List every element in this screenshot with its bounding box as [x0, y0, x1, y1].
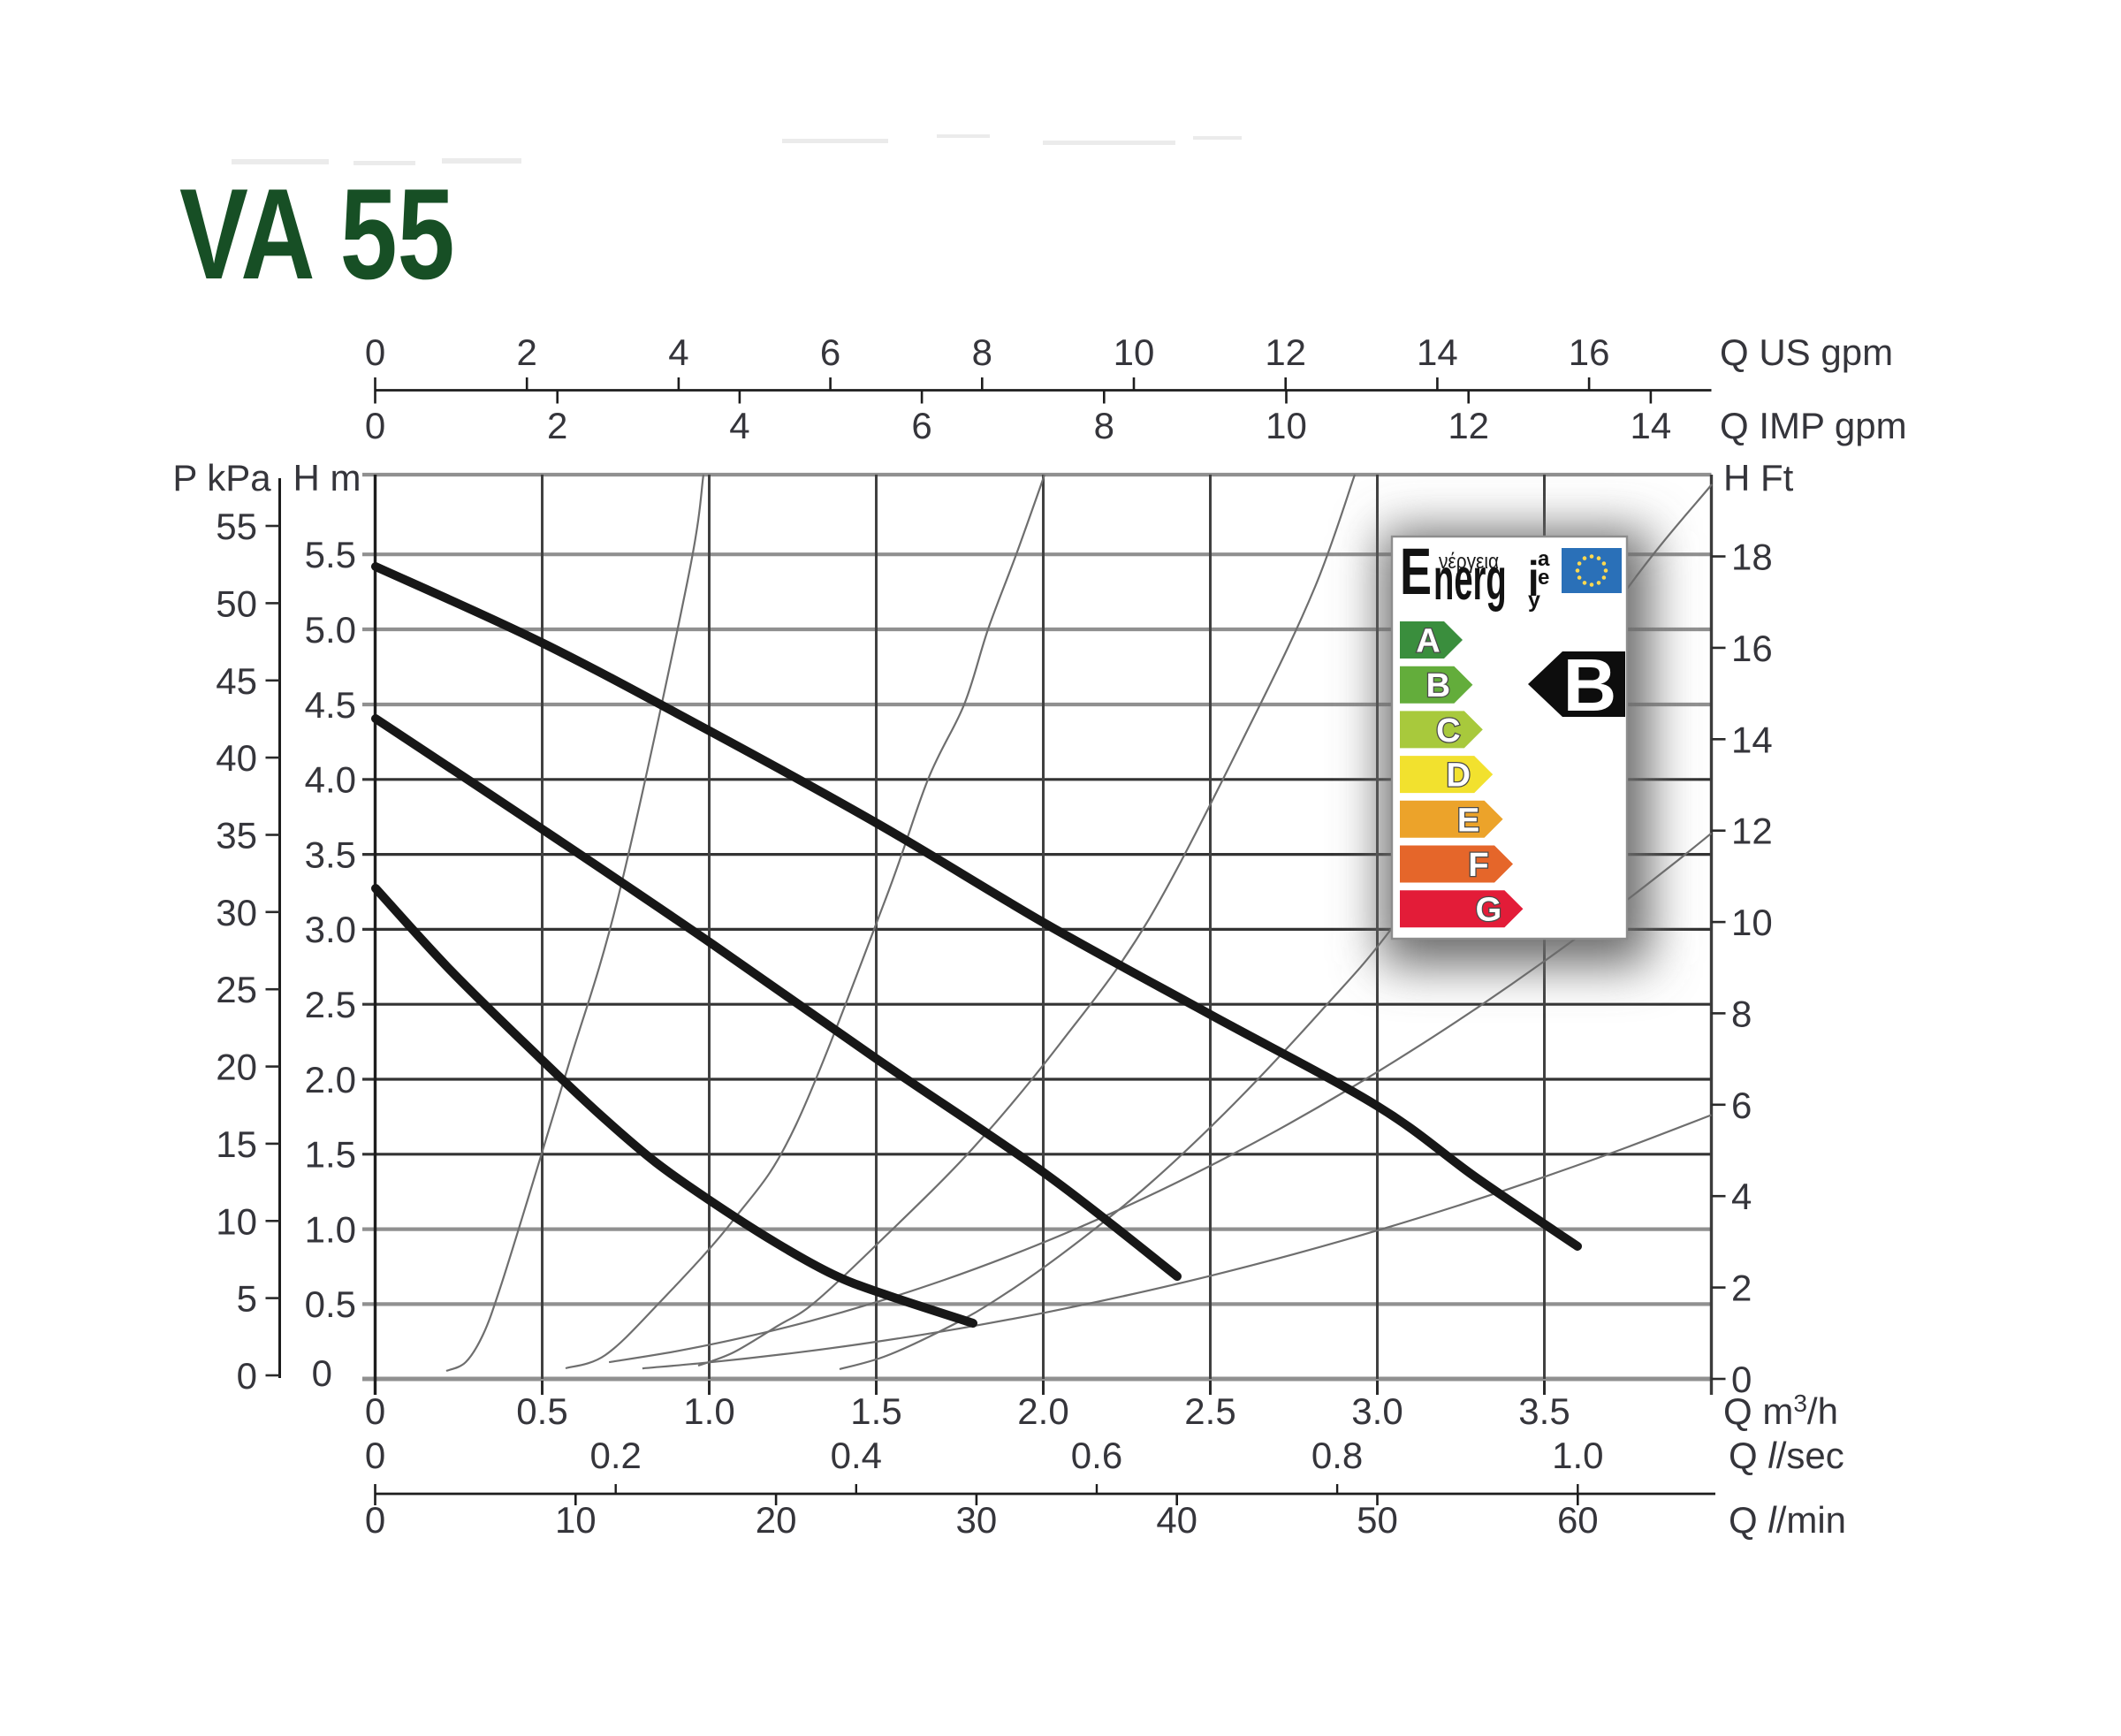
svg-text:12: 12 [1731, 811, 1773, 852]
svg-text:1.0: 1.0 [683, 1390, 734, 1432]
svg-text:4: 4 [668, 331, 688, 373]
svg-text:a: a [1538, 547, 1550, 571]
svg-text:E: E [1457, 802, 1479, 839]
svg-text:8: 8 [972, 331, 992, 373]
svg-text:B: B [1563, 643, 1617, 727]
svg-text:0.5: 0.5 [516, 1390, 567, 1432]
svg-text:3.0: 3.0 [1351, 1390, 1403, 1432]
svg-text:16: 16 [1731, 628, 1773, 669]
svg-text:0.5: 0.5 [305, 1283, 356, 1325]
svg-text:50: 50 [1357, 1499, 1398, 1541]
svg-text:nerg: nerg [1433, 546, 1507, 613]
svg-text:0: 0 [237, 1355, 257, 1397]
svg-text:40: 40 [1156, 1499, 1197, 1541]
svg-text:10: 10 [216, 1200, 257, 1242]
svg-text:8: 8 [1731, 993, 1752, 1034]
svg-text:0.4: 0.4 [831, 1435, 882, 1476]
svg-text:e: e [1538, 566, 1549, 590]
svg-text:4: 4 [729, 405, 749, 446]
svg-text:3.5: 3.5 [1518, 1390, 1570, 1432]
svg-text:Q US gpm: Q US gpm [1720, 331, 1893, 373]
svg-text:50: 50 [216, 582, 257, 624]
svg-text:2: 2 [517, 331, 537, 373]
svg-text:2.0: 2.0 [305, 1059, 356, 1100]
svg-text:2.0: 2.0 [1017, 1390, 1068, 1432]
svg-text:D: D [1446, 758, 1470, 795]
svg-text:16: 16 [1569, 331, 1610, 373]
svg-text:νέργεια: νέργεια [1439, 550, 1499, 574]
svg-text:14: 14 [1631, 405, 1672, 446]
svg-text:0.2: 0.2 [590, 1435, 642, 1476]
svg-text:18: 18 [1731, 537, 1773, 578]
svg-text:E: E [1400, 535, 1432, 608]
svg-text:4.0: 4.0 [305, 759, 356, 801]
svg-text:0.6: 0.6 [1071, 1435, 1122, 1476]
svg-text:0: 0 [312, 1352, 332, 1394]
svg-text:P kPa: P kPa [172, 457, 271, 499]
svg-text:14: 14 [1731, 719, 1773, 760]
svg-text:2: 2 [547, 405, 567, 446]
svg-text:0.8: 0.8 [1311, 1435, 1363, 1476]
svg-text:Q l/sec: Q l/sec [1729, 1435, 1844, 1476]
svg-text:B: B [1426, 667, 1450, 704]
svg-text:12: 12 [1265, 331, 1306, 373]
svg-text:2: 2 [1731, 1268, 1752, 1309]
svg-text:55: 55 [216, 506, 257, 547]
svg-text:i: i [1528, 551, 1539, 606]
svg-text:Q IMP gpm: Q IMP gpm [1720, 405, 1907, 446]
svg-text:0: 0 [365, 1390, 385, 1432]
svg-text:y: y [1528, 588, 1540, 613]
svg-text:35: 35 [216, 815, 257, 857]
svg-text:10: 10 [1731, 902, 1773, 943]
svg-text:45: 45 [216, 660, 257, 702]
svg-text:8: 8 [1094, 405, 1114, 446]
svg-text:Q l/min: Q l/min [1729, 1499, 1846, 1541]
svg-text:G: G [1476, 892, 1502, 929]
svg-text:10: 10 [1266, 405, 1307, 446]
svg-text:14: 14 [1417, 331, 1458, 373]
svg-text:5: 5 [237, 1278, 257, 1320]
svg-text:A: A [1416, 623, 1440, 660]
svg-text:VA 55: VA 55 [179, 163, 455, 307]
svg-text:10: 10 [555, 1499, 597, 1541]
svg-text:60: 60 [1557, 1499, 1599, 1541]
svg-text:1.0: 1.0 [1552, 1435, 1603, 1476]
svg-text:3.5: 3.5 [305, 834, 356, 875]
svg-text:6: 6 [820, 331, 840, 373]
svg-text:2.5: 2.5 [305, 984, 356, 1025]
svg-text:15: 15 [216, 1123, 257, 1165]
svg-text:6: 6 [1731, 1085, 1752, 1126]
svg-text:Q m3/h: Q m3/h [1723, 1390, 1838, 1432]
svg-text:0: 0 [365, 405, 385, 446]
svg-text:H Ft: H Ft [1723, 457, 1794, 499]
svg-text:0: 0 [365, 1435, 385, 1476]
svg-text:30: 30 [956, 1499, 998, 1541]
svg-text:0: 0 [365, 1499, 385, 1541]
svg-text:H m: H m [293, 457, 361, 499]
svg-text:0: 0 [365, 331, 385, 373]
svg-text:6: 6 [911, 405, 931, 446]
svg-text:0: 0 [1731, 1359, 1752, 1400]
svg-text:20: 20 [756, 1499, 797, 1541]
svg-text:1.0: 1.0 [305, 1208, 356, 1250]
svg-text:4: 4 [1731, 1176, 1752, 1217]
svg-text:4.5: 4.5 [305, 684, 356, 726]
svg-text:20: 20 [216, 1047, 257, 1088]
svg-text:5.0: 5.0 [305, 609, 356, 651]
svg-text:2.5: 2.5 [1184, 1390, 1235, 1432]
svg-text:30: 30 [216, 892, 257, 933]
svg-text:5.5: 5.5 [305, 534, 356, 575]
svg-text:12: 12 [1448, 405, 1489, 446]
svg-text:40: 40 [216, 737, 257, 779]
svg-text:F: F [1468, 847, 1488, 884]
svg-text:C: C [1436, 712, 1460, 750]
svg-text:3.0: 3.0 [305, 909, 356, 950]
svg-text:25: 25 [216, 969, 257, 1010]
svg-text:1.5: 1.5 [850, 1390, 901, 1432]
svg-text:1.5: 1.5 [305, 1134, 356, 1176]
svg-text:10: 10 [1114, 331, 1155, 373]
